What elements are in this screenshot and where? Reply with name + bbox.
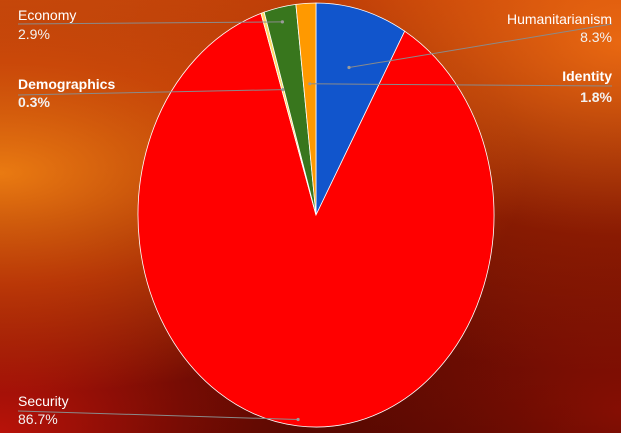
leader-line-identity bbox=[309, 83, 613, 87]
slice-value-economy: 2.9% bbox=[18, 26, 50, 42]
leader-line-security bbox=[17, 410, 299, 420]
leader-lines bbox=[17, 20, 613, 422]
slice-value-identity: 1.8% bbox=[580, 89, 612, 105]
slice-labels: Humanitarianism 8.3% Security 86.7% Demograp… bbox=[18, 7, 613, 427]
leader-dot-identity bbox=[308, 82, 312, 86]
slice-label-identity: Identity bbox=[562, 68, 612, 84]
slice-value-demographics: 0.3% bbox=[18, 94, 50, 110]
slice-value-humanitarianism: 8.3% bbox=[580, 29, 612, 45]
slice-label-economy: Economy bbox=[18, 7, 76, 23]
pie-slice-security bbox=[137, 12, 495, 428]
leader-dot-demographics bbox=[281, 88, 285, 92]
slice-label-demographics: Demographics bbox=[18, 76, 115, 92]
pie-slices bbox=[137, 2, 495, 428]
pie-slice-humanitarianism bbox=[315, 2, 406, 216]
leader-line-humanitarianism bbox=[348, 23, 613, 68]
leader-line-demographics bbox=[17, 89, 283, 96]
pie-slice-identity bbox=[295, 2, 317, 216]
slice-label-security: Security bbox=[18, 393, 69, 409]
leader-dot-security bbox=[296, 417, 300, 422]
leader-line-economy bbox=[17, 21, 283, 25]
leader-dot-economy bbox=[280, 20, 284, 24]
leader-dot-humanitarianism bbox=[347, 65, 351, 70]
slice-value-security: 86.7% bbox=[18, 411, 58, 427]
slice-label-humanitarianism: Humanitarianism bbox=[507, 11, 612, 27]
